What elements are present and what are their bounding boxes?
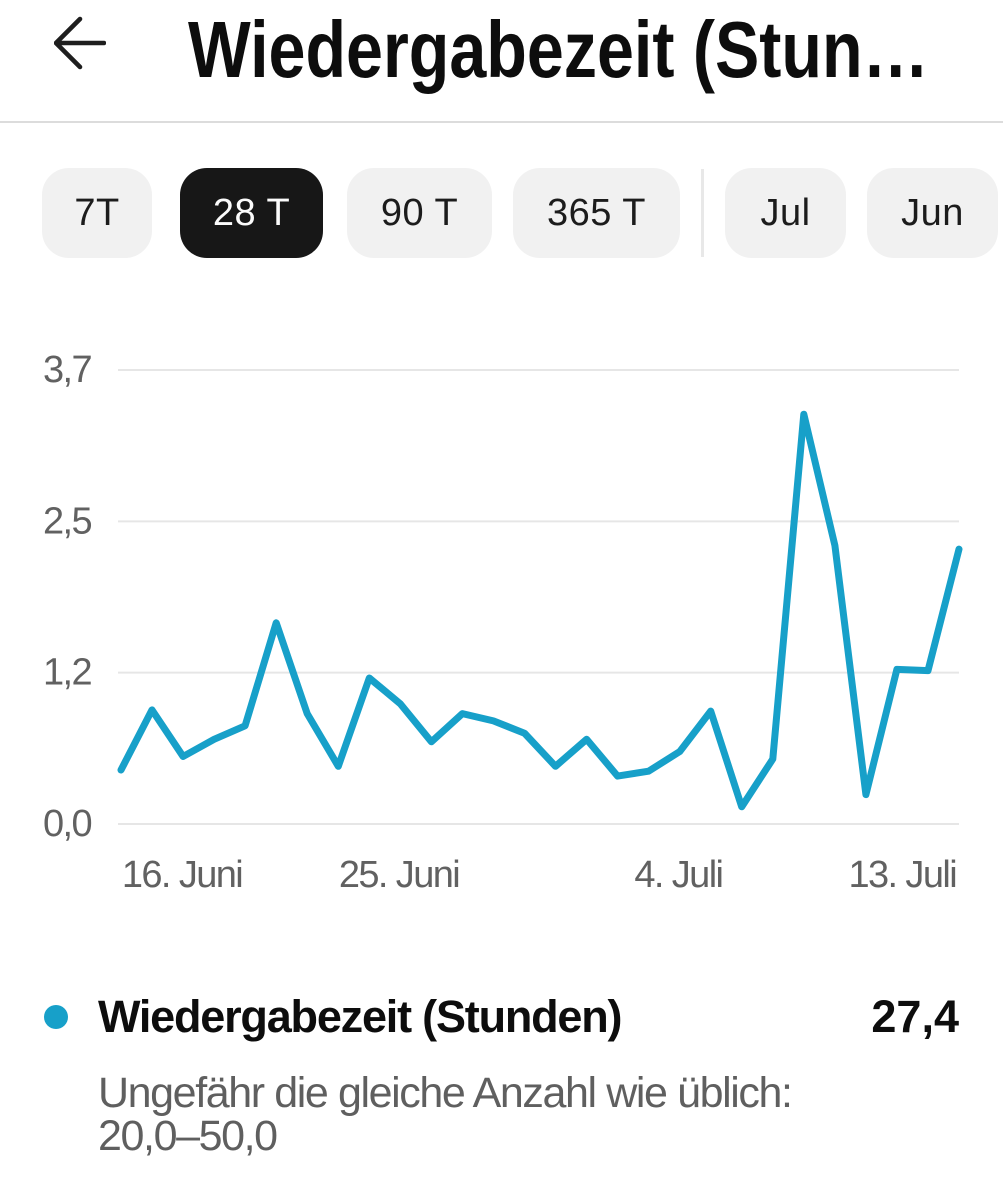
chip-7t[interactable]: 7T — [42, 168, 152, 258]
chip-28t[interactable]: 28 T — [180, 168, 323, 258]
legend-note: Ungefähr die gleiche Anzahl wie üblich: … — [98, 1069, 793, 1160]
chip-365t[interactable]: 365 T — [513, 168, 680, 258]
watch-time-line-chart[interactable]: 0,0 1,2 2,5 3,7 16. Juni 25. Juni 4. Juli 13. J… — [0, 330, 1003, 910]
legend-label: Wiedergabezeit (Stunden) — [98, 991, 623, 1042]
chip-jun[interactable]: Jun — [867, 168, 998, 258]
x-tick-label: 25. Juni — [339, 854, 459, 896]
y-tick-label: 1,2 — [43, 652, 91, 694]
chip-jul[interactable]: Jul — [725, 168, 846, 258]
x-tick-label: 4. Juli — [634, 854, 722, 896]
arrow-left-icon — [54, 16, 106, 70]
y-tick-label: 2,5 — [43, 500, 91, 542]
app-bar: Wiedergabezeit (Stun… — [0, 0, 1003, 123]
x-tick-label: 16. Juni — [122, 854, 242, 896]
chip-group-divider — [701, 169, 704, 257]
back-button[interactable] — [43, 8, 117, 78]
y-tick-label: 3,7 — [43, 349, 91, 391]
legend-note-line2: 20,0–50,0 — [98, 1112, 278, 1160]
chart-line — [117, 410, 963, 811]
legend-value: 27,4 — [871, 991, 959, 1042]
y-tick-label: 0,0 — [43, 803, 91, 845]
legend-note-line1: Ungefähr die gleiche Anzahl wie üblich: — [98, 1069, 793, 1117]
legend-dot — [44, 1005, 68, 1029]
chip-90t[interactable]: 90 T — [347, 168, 492, 258]
x-tick-label: 13. Juli — [848, 854, 956, 896]
page-title: Wiedergabezeit (Stun… — [188, 5, 929, 94]
